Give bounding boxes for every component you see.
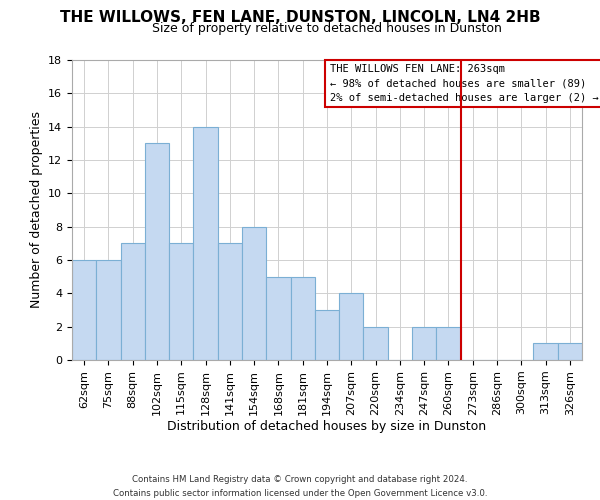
Bar <box>364 326 388 360</box>
Text: Contains HM Land Registry data © Crown copyright and database right 2024.
Contai: Contains HM Land Registry data © Crown c… <box>113 476 487 498</box>
Bar <box>436 326 461 360</box>
Title: Size of property relative to detached houses in Dunston: Size of property relative to detached ho… <box>152 22 502 35</box>
Bar <box>533 344 558 360</box>
Bar <box>72 260 96 360</box>
Bar <box>121 244 145 360</box>
X-axis label: Distribution of detached houses by size in Dunston: Distribution of detached houses by size … <box>167 420 487 434</box>
Bar <box>242 226 266 360</box>
Bar <box>193 126 218 360</box>
Bar <box>96 260 121 360</box>
Bar <box>169 244 193 360</box>
Text: THE WILLOWS FEN LANE: 263sqm
← 98% of detached houses are smaller (89)
2% of sem: THE WILLOWS FEN LANE: 263sqm ← 98% of de… <box>329 64 598 104</box>
Bar <box>315 310 339 360</box>
Bar <box>266 276 290 360</box>
Text: THE WILLOWS, FEN LANE, DUNSTON, LINCOLN, LN4 2HB: THE WILLOWS, FEN LANE, DUNSTON, LINCOLN,… <box>59 10 541 25</box>
Bar <box>145 144 169 360</box>
Bar <box>218 244 242 360</box>
Bar <box>290 276 315 360</box>
Bar <box>412 326 436 360</box>
Bar <box>339 294 364 360</box>
Bar <box>558 344 582 360</box>
Y-axis label: Number of detached properties: Number of detached properties <box>29 112 43 308</box>
